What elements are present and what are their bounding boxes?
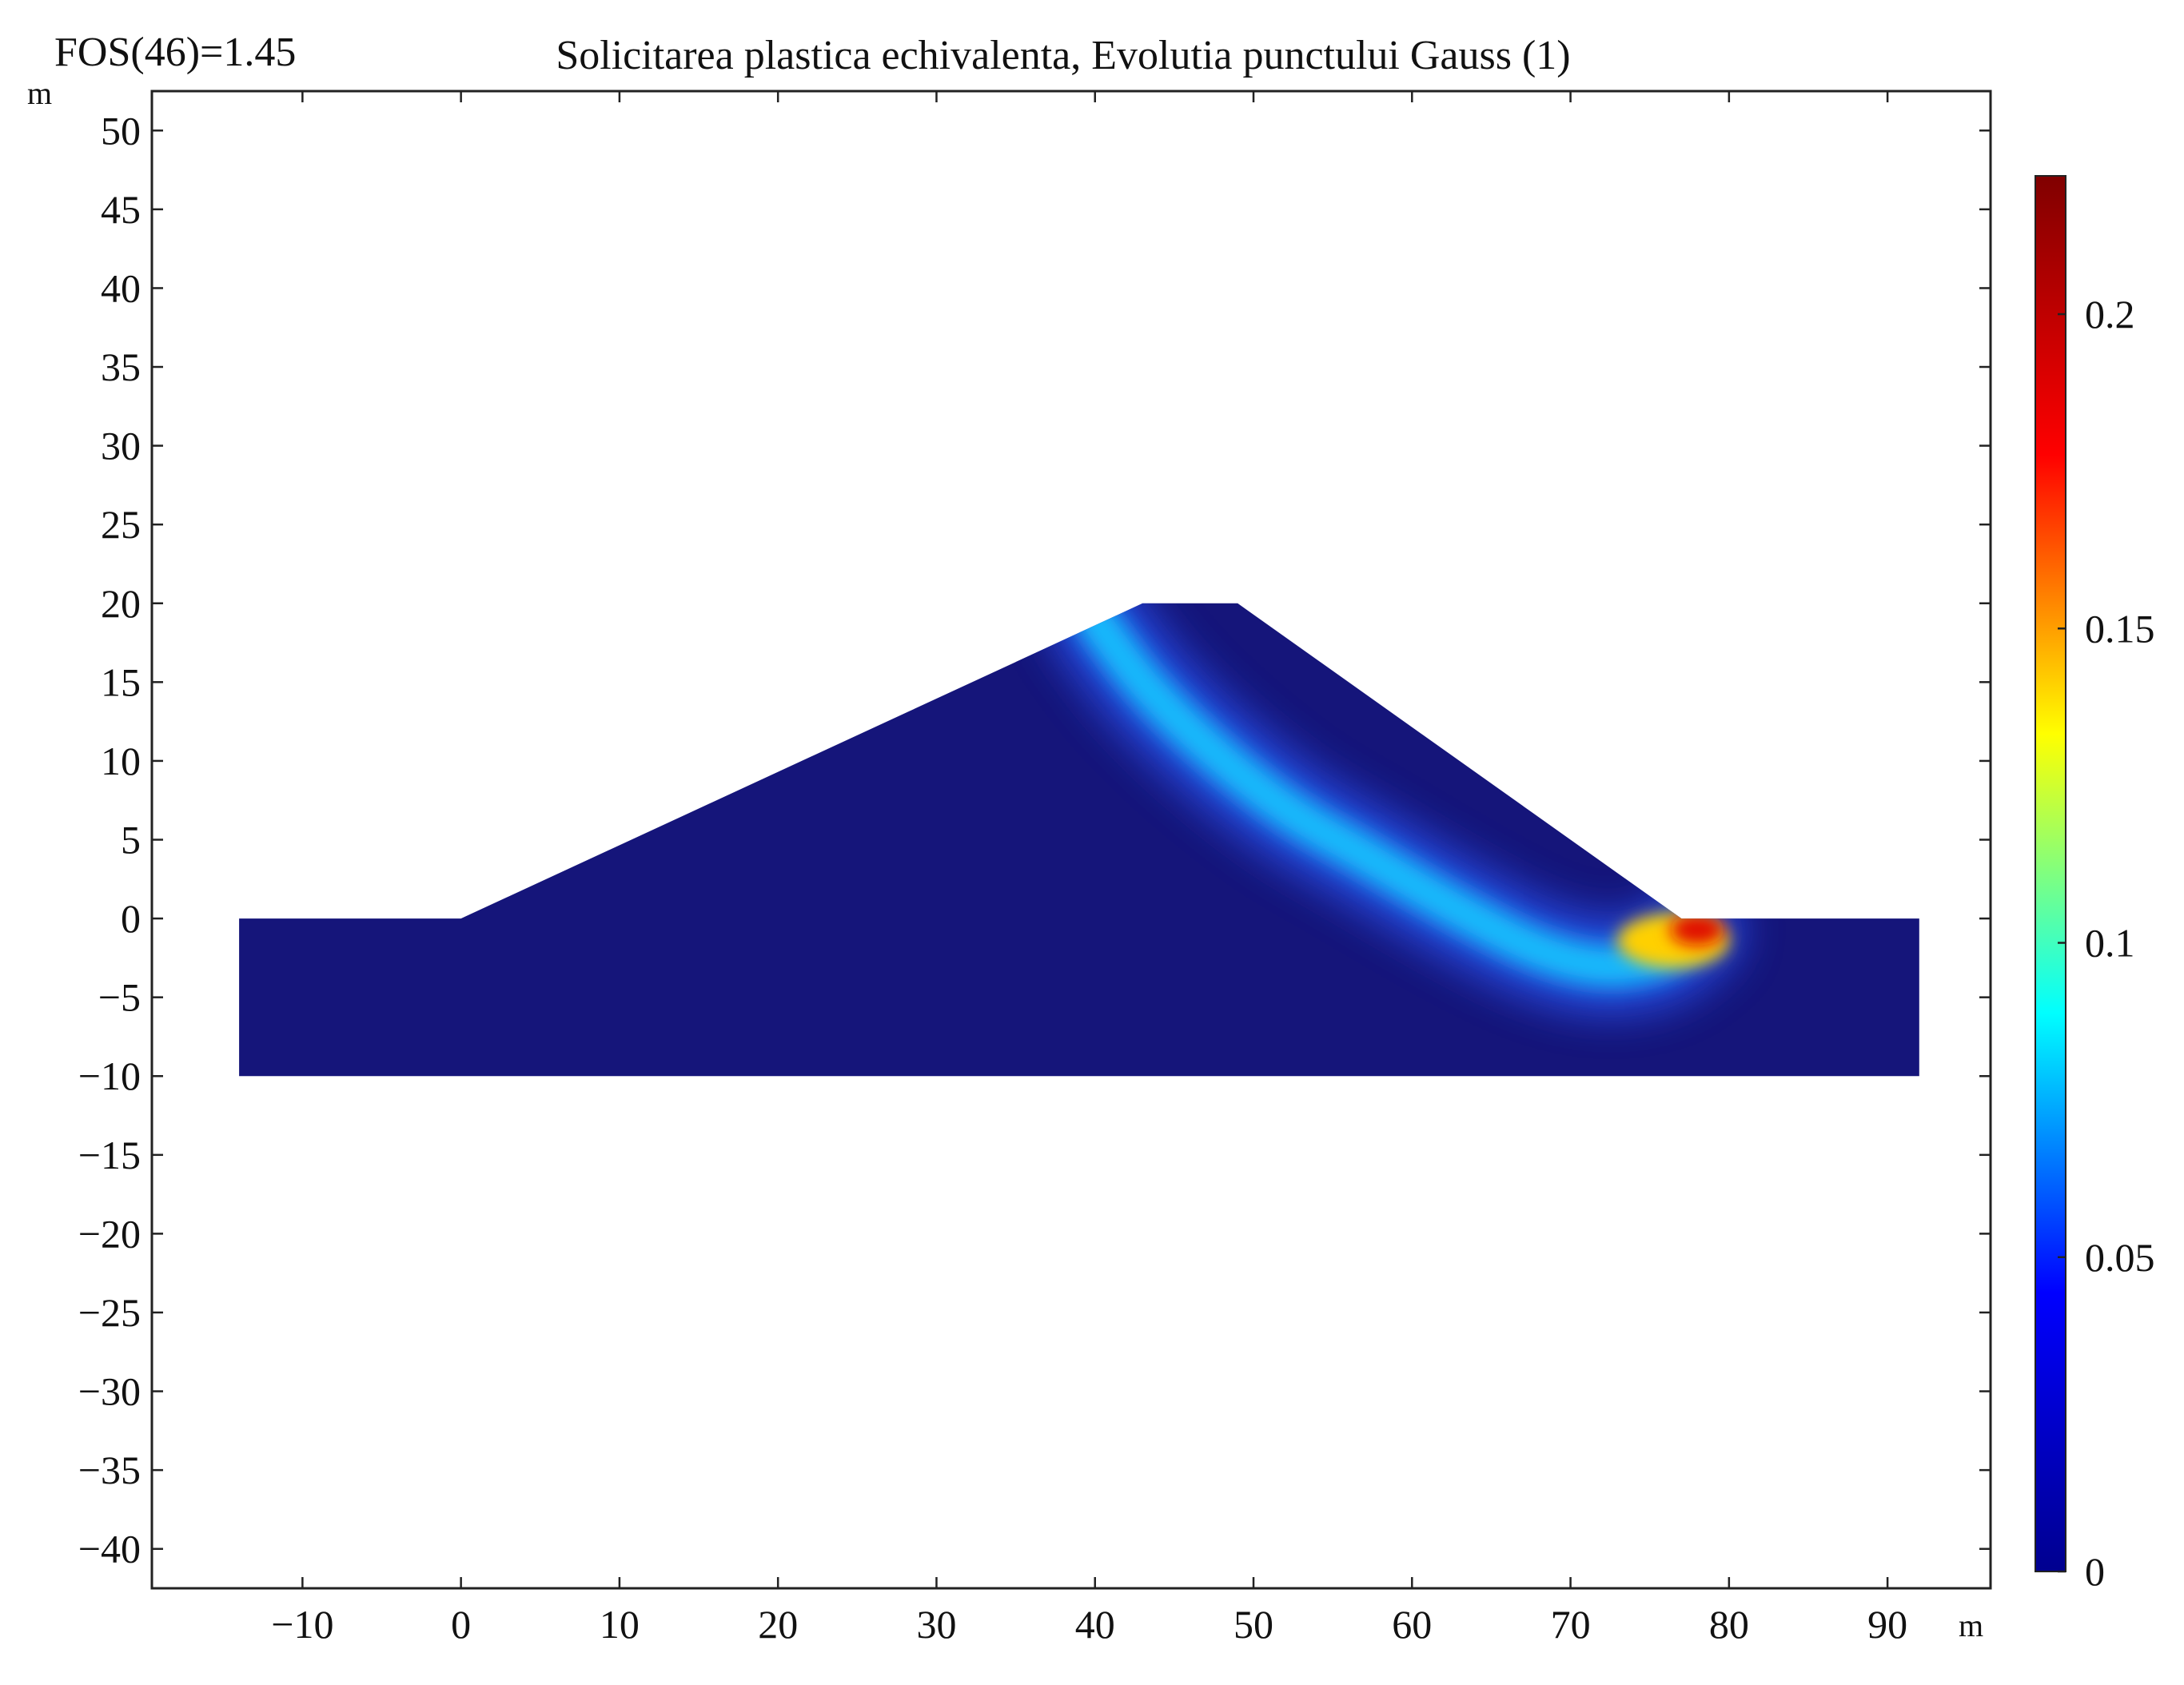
y-tick-label: −40 [78, 1527, 141, 1571]
x-tick-label: 80 [1709, 1602, 1749, 1647]
colorbar: 0 0.05 0.1 0.15 0.2 [2035, 175, 2155, 1594]
y-tick-label: −20 [78, 1211, 141, 1256]
plot-area: −10 0 10 20 30 40 50 60 70 80 90 50454035302520151… [78, 90, 1992, 1647]
colorbar-tick-label: 0.15 [2085, 606, 2155, 651]
y-tick-label: 50 [101, 108, 141, 153]
x-tick-label: 10 [600, 1602, 640, 1647]
x-tick-label: 40 [1075, 1602, 1115, 1647]
x-axis: −10 0 10 20 30 40 50 60 70 80 90 [271, 91, 1907, 1647]
y-tick-label: −15 [78, 1133, 141, 1177]
x-tick-label: −10 [271, 1602, 333, 1647]
y-tick-label: −25 [78, 1290, 141, 1335]
x-tick-label: 60 [1392, 1602, 1432, 1647]
y-tick-label: −30 [78, 1369, 141, 1414]
x-tick-label: 90 [1867, 1602, 1907, 1647]
y-tick-label: 25 [101, 502, 141, 547]
colorbar-tick-label: 0.2 [2085, 292, 2135, 337]
y-axis-unit-label: m [27, 75, 52, 111]
colorbar-gradient [2035, 175, 2066, 1572]
x-axis-unit-label: m [1959, 1607, 1983, 1643]
colorbar-ticks: 0 0.05 0.1 0.15 0.2 [2058, 292, 2155, 1594]
y-tick-label: 15 [101, 659, 141, 704]
y-tick-label: −10 [78, 1054, 141, 1098]
y-tick-label: 10 [101, 739, 141, 783]
strain-hotspot-peak [1670, 913, 1725, 946]
x-tick-label: 20 [758, 1602, 798, 1647]
y-tick-label: 5 [121, 818, 141, 862]
y-tick-label: 20 [101, 581, 141, 626]
colorbar-tick-label: 0 [2085, 1549, 2105, 1594]
colorbar-tick-label: 0.1 [2085, 921, 2135, 966]
y-tick-label: 35 [101, 345, 141, 389]
colorbar-tick-label: 0.05 [2085, 1235, 2155, 1280]
chart-title: Solicitarea plastica echivalenta, Evolut… [556, 33, 1570, 78]
x-tick-label: 50 [1233, 1602, 1273, 1647]
x-tick-label: 0 [451, 1602, 471, 1647]
y-axis: 50454035302520151050−5−10−15−20−25−30−35… [78, 108, 1991, 1571]
y-tick-label: −5 [98, 975, 141, 1020]
y-tick-label: 45 [101, 187, 141, 232]
plastic-strain-field [1046, 603, 1743, 1014]
x-tick-label: 70 [1551, 1602, 1591, 1647]
y-tick-label: 0 [121, 896, 141, 941]
y-tick-label: 40 [101, 265, 141, 310]
fos-annotation: FOS(46)=1.45 [54, 30, 296, 75]
y-tick-label: −35 [78, 1448, 141, 1492]
y-tick-label: 30 [101, 424, 141, 468]
strain-band-core [1074, 603, 1716, 987]
x-tick-label: 30 [916, 1602, 956, 1647]
